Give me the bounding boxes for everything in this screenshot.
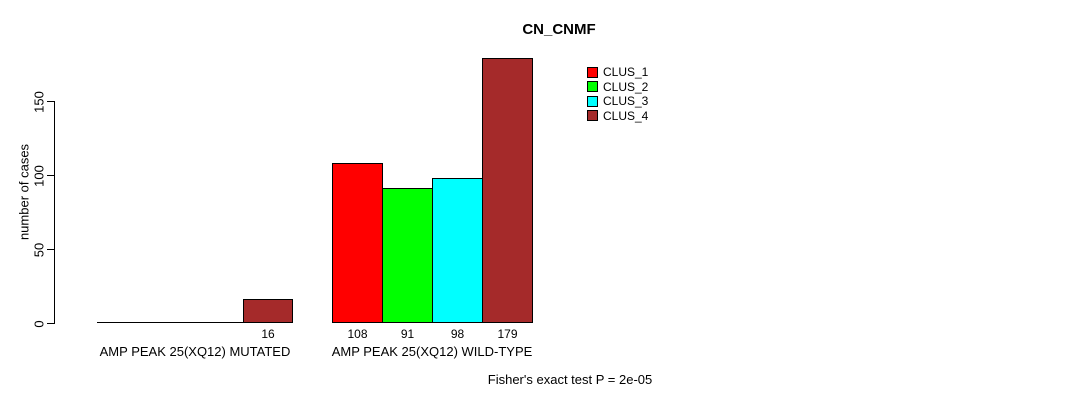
legend-label: CLUS_3 [603, 94, 649, 108]
category-label: AMP PEAK 25(XQ12) WILD-TYPE [331, 344, 533, 359]
bar-clus_3 [432, 178, 483, 323]
legend-swatch-clus_3 [587, 95, 598, 107]
y-tick [47, 249, 54, 250]
bar-clus_4 [243, 299, 293, 323]
category-label: AMP PEAK 25(XQ12) MUTATED [99, 344, 291, 359]
bar-value-label: 91 [400, 327, 415, 341]
legend-label: CLUS_2 [603, 79, 649, 94]
y-tick [47, 101, 54, 102]
legend-swatch-clus_1 [587, 66, 598, 78]
y-tick [47, 175, 54, 176]
bar-value-label: 98 [450, 327, 465, 341]
legend-item-clus_1: CLUS_1 [587, 65, 648, 79]
bar-clus_4 [482, 58, 533, 323]
bar-clus_1 [332, 163, 383, 323]
y-tick [47, 323, 54, 324]
bar-value-label: 108 [347, 327, 368, 341]
bar-value-label: 16 [261, 327, 275, 341]
legend-swatch-clus_2 [587, 81, 598, 92]
legend-item-clus_4: CLUS_4 [587, 109, 648, 123]
legend-swatch-clus_4 [587, 110, 598, 121]
legend-item-clus_3: CLUS_3 [587, 94, 648, 108]
y-axis-line [54, 101, 55, 324]
chart-title: CN_CNMF [522, 21, 596, 38]
bar-value-label: 179 [497, 327, 518, 341]
legend-label: CLUS_4 [603, 108, 649, 123]
group-baseline [97, 322, 292, 323]
fisher-test-annotation: Fisher's exact test P = 2e-05 [487, 372, 653, 387]
legend-label: CLUS_1 [603, 65, 649, 79]
legend-item-clus_2: CLUS_2 [587, 80, 648, 94]
